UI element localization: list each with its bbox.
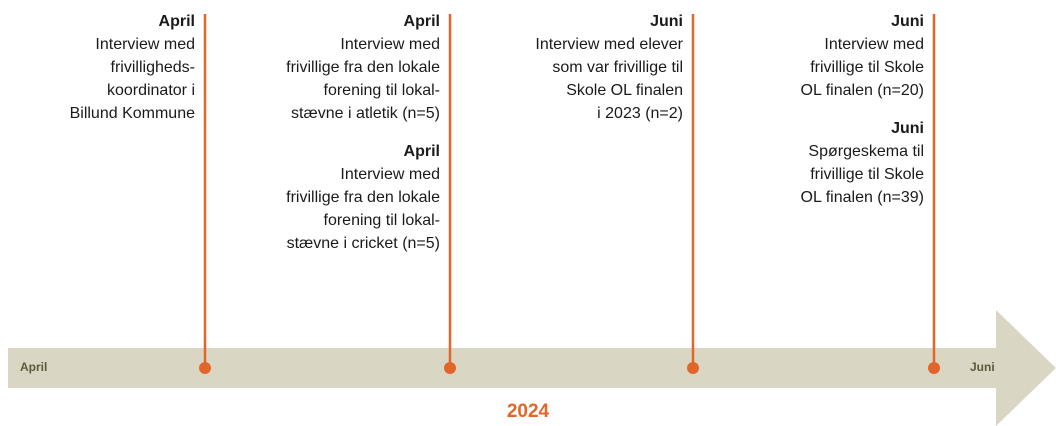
end-label: Juni <box>970 360 995 374</box>
event-text: Interview med <box>340 166 440 183</box>
start-label: April <box>20 360 47 374</box>
event-text: forening til lokal- <box>324 82 441 99</box>
event-month: Juni <box>650 13 683 30</box>
event-month: Juni <box>891 120 924 137</box>
event-text: frivillige fra den lokale <box>286 59 440 76</box>
event-text: OL finalen (n=39) <box>801 189 924 206</box>
event-text: Billund Kommune <box>70 105 196 122</box>
timeline-marker-dot <box>444 362 456 374</box>
event-month: Juni <box>891 13 924 30</box>
event-text: frivilligheds- <box>111 59 195 76</box>
event-text: frivillige til Skole <box>810 166 924 183</box>
timeline-marker-dot <box>199 362 211 374</box>
timeline-marker-dot <box>687 362 699 374</box>
event-month: April <box>404 143 440 160</box>
event-text: som var frivillige til <box>552 59 683 76</box>
event-text: koordinator i <box>107 82 195 99</box>
event-text: frivillige fra den lokale <box>286 189 440 206</box>
year-label: 2024 <box>507 401 550 422</box>
event-text: stævne i atletik (n=5) <box>291 105 440 122</box>
event-month: April <box>404 13 440 30</box>
event-text: stævne i cricket (n=5) <box>287 235 440 252</box>
event-text: Spørgeskema til <box>808 143 924 160</box>
event-text: Interview med <box>95 36 195 53</box>
event-text: Interview med <box>824 36 924 53</box>
event-text: OL finalen (n=20) <box>801 82 924 99</box>
event-text: Skole OL finalen <box>566 82 683 99</box>
event-text: Interview med <box>340 36 440 53</box>
timeline-arrow <box>8 310 1056 426</box>
event-text: i 2023 (n=2) <box>597 105 683 122</box>
timeline-marker-dot <box>928 362 940 374</box>
event-month: April <box>159 13 195 30</box>
event-text: frivillige til Skole <box>810 59 924 76</box>
event-text: forening til lokal- <box>324 212 441 229</box>
event-text: Interview med elever <box>535 36 683 53</box>
